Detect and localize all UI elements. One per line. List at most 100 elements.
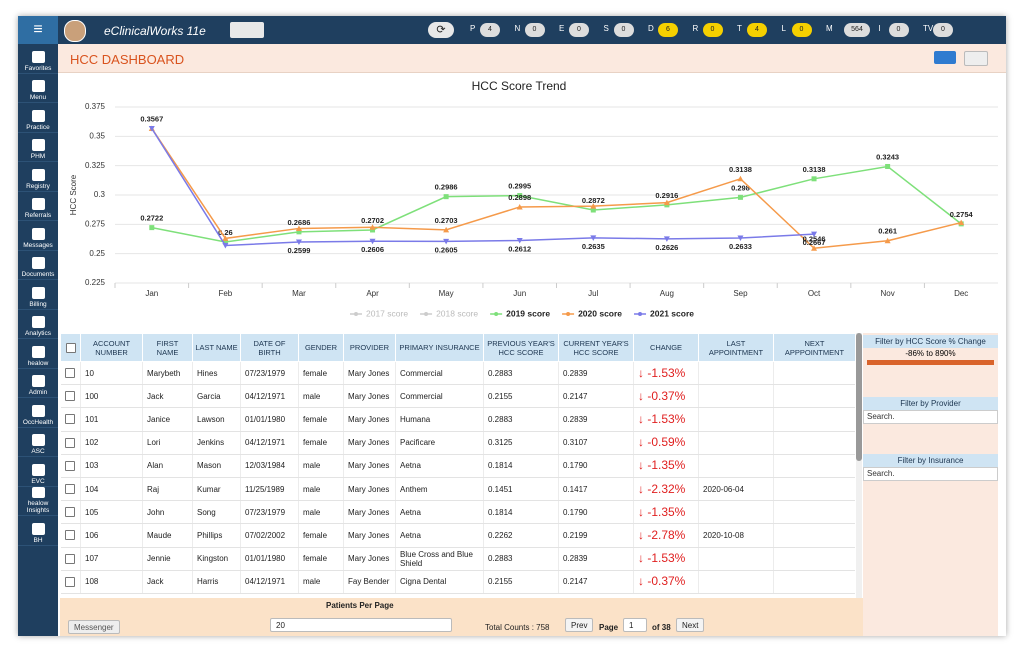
table-cell: ↓ -0.59% — [633, 431, 699, 455]
row-select[interactable] — [60, 454, 81, 478]
x-tick-label: Mar — [292, 289, 306, 298]
sidebar-item[interactable]: Analytics — [18, 310, 58, 339]
sidebar-item[interactable]: healow — [18, 339, 58, 369]
table-cell: ↓ -2.32% — [633, 477, 699, 502]
legend-entry[interactable]: 2018 score — [436, 308, 478, 318]
sidebar-item[interactable]: EVC — [18, 457, 58, 487]
y-tick-label: 0.275 — [85, 219, 106, 228]
table-cell: Mary Jones — [343, 454, 396, 478]
counter[interactable]: M 564 — [826, 16, 876, 44]
table-cell: 0.3107 — [558, 431, 634, 455]
select-all[interactable] — [60, 333, 81, 362]
table-cell: Cigna Dental — [395, 570, 484, 594]
counter[interactable]: TV 0 — [923, 16, 965, 44]
row-select[interactable] — [60, 500, 81, 525]
messenger-button[interactable]: Messenger — [68, 620, 120, 634]
series-line — [151, 165, 962, 243]
table-cell: female — [298, 407, 344, 432]
row-select[interactable] — [60, 431, 81, 455]
patient-lookup[interactable] — [230, 22, 264, 38]
sidebar-item[interactable]: Referrals — [18, 192, 58, 221]
legend-dot — [354, 312, 358, 316]
table-cell — [773, 407, 855, 432]
column-header: PREVIOUS YEAR'S HCC SCORE — [483, 333, 559, 362]
chart-title: HCC Score Trend — [472, 79, 567, 93]
sidebar-item[interactable]: Favorites — [18, 44, 58, 74]
y-tick-label: 0.225 — [85, 278, 106, 287]
y-tick-label: 0.325 — [85, 161, 106, 170]
counter-count: 4 — [747, 23, 767, 37]
insurance-search[interactable]: Search. — [863, 467, 998, 481]
legend-entry[interactable]: 2021 score — [650, 308, 694, 318]
row-select[interactable] — [60, 361, 81, 386]
sidebar-item[interactable]: Messages — [18, 221, 58, 251]
row-select[interactable] — [60, 477, 81, 502]
column-header: CURRENT YEAR'S HCC SCORE — [558, 333, 634, 362]
scrollbar[interactable] — [856, 333, 862, 598]
table-row: 108 Jack Harris 04/12/1971 male Fay Bender Cig… — [60, 570, 855, 594]
table-cell: Anthem — [395, 477, 484, 502]
sidebar-label: healow Insights — [26, 500, 50, 514]
table-cell — [698, 547, 774, 571]
row-select[interactable] — [60, 547, 81, 571]
row-select[interactable] — [60, 407, 81, 432]
data-label: 0.2898 — [508, 193, 531, 202]
legend-entry[interactable]: 2020 score — [578, 308, 622, 318]
sidebar-item[interactable]: BH — [18, 516, 58, 546]
sidebar-item[interactable]: PHM — [18, 133, 58, 162]
legend-dot — [424, 312, 429, 316]
table-cell: 0.1814 — [483, 500, 559, 525]
point — [517, 193, 523, 199]
table-cell: 04/12/1971 — [240, 384, 299, 409]
table-cell: Mary Jones — [343, 523, 396, 548]
row-select[interactable] — [60, 570, 81, 594]
page-input[interactable]: 1 — [623, 618, 647, 632]
score-slider[interactable] — [867, 360, 994, 365]
settings-button[interactable] — [964, 51, 988, 66]
sidebar-item[interactable]: OccHealth — [18, 398, 58, 428]
per-page-select[interactable]: 20 — [270, 618, 452, 632]
y-tick-label: 0.375 — [85, 102, 106, 111]
counter-label: E — [559, 24, 565, 33]
user-avatar[interactable] — [64, 20, 86, 42]
row-select[interactable] — [60, 384, 81, 409]
point — [811, 231, 818, 238]
menu-button[interactable]: ≡ — [18, 16, 58, 44]
sidebar-item[interactable]: Practice — [18, 103, 58, 133]
y-tick-label: 0.3 — [94, 190, 106, 199]
sidebar-item[interactable]: Menu — [18, 74, 58, 103]
sidebar-item[interactable]: Admin — [18, 369, 58, 398]
table-cell — [698, 361, 774, 386]
row-select[interactable] — [60, 523, 81, 548]
point — [149, 225, 155, 231]
sidebar-item[interactable]: Billing — [18, 280, 58, 310]
sidebar-item[interactable]: healow Insights — [18, 486, 58, 516]
sidebar-item[interactable]: ASC — [18, 428, 58, 457]
x-tick-label: Oct — [808, 289, 821, 298]
legend-dot — [494, 312, 499, 316]
table-cell: Alan — [142, 454, 193, 478]
refresh-button[interactable]: ⟳ — [428, 22, 454, 38]
prev-button[interactable]: Prev — [565, 618, 594, 632]
counter-count: 4 — [480, 23, 500, 37]
chart-button[interactable] — [934, 51, 956, 64]
legend-entry[interactable]: 2017 score — [366, 308, 408, 318]
legend-entry[interactable]: 2019 score — [506, 308, 550, 318]
sidebar-item[interactable]: Documents — [18, 251, 58, 280]
sidebar-item[interactable]: Registry — [18, 162, 58, 192]
next-button[interactable]: Next — [676, 618, 705, 632]
insurance-filter-title: Filter by Insurance — [863, 454, 998, 467]
provider-search[interactable]: Search. — [863, 410, 998, 424]
checkbox — [65, 414, 76, 425]
sidebar-icon — [31, 168, 45, 181]
sidebar-label: Registry — [26, 182, 50, 190]
